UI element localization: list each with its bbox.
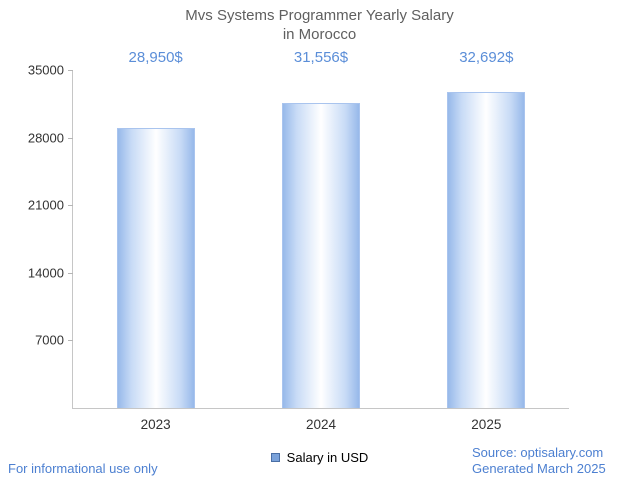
source-text: Source: optisalary.com xyxy=(472,445,604,460)
source-block: Source: optisalary.com Generated March 2… xyxy=(472,445,606,477)
x-axis-label: 2025 xyxy=(471,417,502,432)
y-axis-tick xyxy=(68,272,73,274)
chart-title-line2: in Morocco xyxy=(282,26,357,43)
y-axis-label: 7000 xyxy=(35,332,64,348)
y-axis-tick xyxy=(68,70,73,71)
y-axis-tick xyxy=(68,137,73,139)
bar-2023 xyxy=(116,128,195,408)
y-axis-label: 28000 xyxy=(27,130,64,146)
y-axis-tick xyxy=(68,340,73,342)
bar-value-label: 28,950$ xyxy=(128,49,183,66)
y-axis-label: 21000 xyxy=(27,197,64,213)
x-axis-label: 2023 xyxy=(140,417,171,432)
y-axis-label: 35000 xyxy=(27,62,64,78)
x-axis-label: 2024 xyxy=(305,417,337,432)
chart-title-line1: Mvs Systems Programmer Yearly Salary xyxy=(185,7,454,24)
disclaimer-text: For informational use only xyxy=(8,461,158,476)
legend: Salary in USD xyxy=(0,449,639,465)
plot-area: 28,950$ 2023 31,556$ 2024 32,692$ 2025 7000 140… xyxy=(28,49,569,432)
legend-label: Salary in USD xyxy=(286,449,369,465)
chart-title: Mvs Systems Programmer Yearly Salary in … xyxy=(0,6,639,44)
bar-2024 xyxy=(282,103,360,408)
generated-text: Generated March 2025 xyxy=(472,461,606,476)
bar-value-label: 31,556$ xyxy=(293,49,349,66)
legend-swatch-icon xyxy=(270,452,280,462)
y-axis-label: 14000 xyxy=(27,265,64,281)
bar-value-label: 32,692$ xyxy=(459,49,514,66)
bar-2025 xyxy=(447,92,526,408)
y-axis-tick xyxy=(68,205,73,207)
